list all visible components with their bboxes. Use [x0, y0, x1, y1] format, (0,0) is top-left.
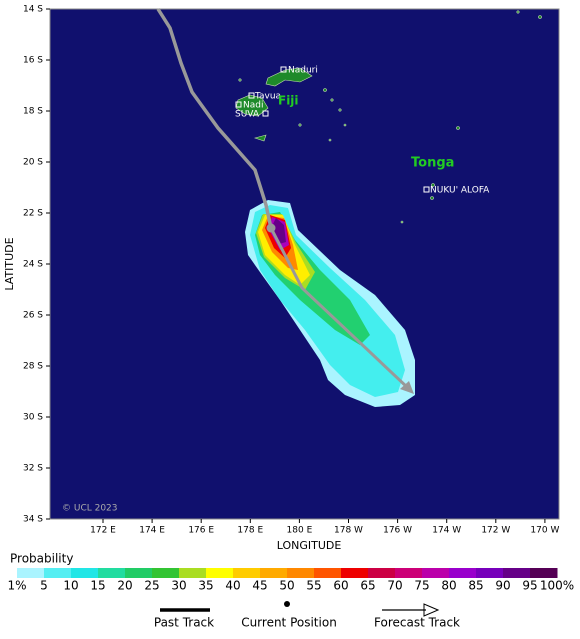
legend-label: 5: [40, 579, 48, 593]
legend-key: Forecast Track: [374, 616, 460, 630]
forecast-arrow-key: [423, 603, 440, 617]
legend-label: 80: [441, 579, 456, 593]
legend-swatch: [341, 568, 369, 578]
legend-swatch: [98, 568, 126, 578]
islands: [235, 10, 542, 224]
country-label: Fiji: [278, 94, 299, 108]
legend-key: Current Position: [241, 616, 337, 630]
y-tick-label: 24 S: [23, 260, 43, 270]
x-tick-label: 174 E: [139, 526, 165, 536]
legend-swatch: [260, 568, 288, 578]
y-tick-label: 30 S: [23, 413, 43, 423]
legend-swatch: [476, 568, 504, 578]
x-title: LONGITUDE: [277, 539, 342, 552]
legend-label: 1%: [7, 579, 26, 593]
legend-title: Probability: [10, 552, 73, 566]
legend-swatch: [368, 568, 396, 578]
x-tick-label: 180 E: [287, 526, 313, 536]
legend-swatch: [287, 568, 315, 578]
legend-swatch: [449, 568, 477, 578]
y-tick-label: 22 S: [23, 209, 43, 219]
legend-label: 95: [522, 579, 537, 593]
y-tick-label: 28 S: [23, 362, 43, 372]
legend-label: 25: [144, 579, 159, 593]
legend-swatch: [206, 568, 234, 578]
y-title: LATITUDE: [3, 237, 16, 290]
forecast-track: [269, 227, 410, 390]
legend-label: 35: [198, 579, 213, 593]
x-tick-label: 176 E: [188, 526, 214, 536]
place-label: Tavua: [254, 92, 281, 102]
place-label: Nadi: [243, 101, 263, 111]
y-tick-label: 32 S: [23, 464, 43, 474]
past-track: [156, 8, 273, 229]
legend-swatch: [530, 568, 558, 578]
legend-label: 30: [171, 579, 186, 593]
legend-swatch: [125, 568, 153, 578]
legend-label: 15: [90, 579, 105, 593]
y-tick-label: 20 S: [23, 158, 43, 168]
y-tick-label: 16 S: [23, 56, 43, 66]
legend-swatch: [395, 568, 423, 578]
place-label: Naduri: [288, 66, 318, 76]
copyright: © UCL 2023: [62, 504, 118, 514]
legend-label: 20: [117, 579, 132, 593]
current-position-key: [284, 601, 290, 607]
place-label: SUVA: [235, 110, 260, 120]
legend-swatch: [233, 568, 261, 578]
legend-swatch: [314, 568, 342, 578]
x-tick-label: 172 E: [90, 526, 116, 536]
x-tick-label: 172 W: [481, 526, 510, 536]
legend-swatch: [71, 568, 99, 578]
legend-label: 10: [63, 579, 78, 593]
legend-swatch: [179, 568, 207, 578]
country-label: Tonga: [411, 156, 454, 171]
forecast-arrow: [400, 381, 414, 394]
legend-swatch: [503, 568, 531, 578]
place-markers: [235, 66, 430, 193]
legend-swatch: [422, 568, 450, 578]
legend-swatch: [44, 568, 72, 578]
y-tick-label: 26 S: [23, 311, 43, 321]
place-label: NUKU' ALOFA: [430, 186, 490, 196]
x-tick-label: 178 W: [334, 526, 363, 536]
legend-label: 75: [414, 579, 429, 593]
legend-swatch: [17, 568, 45, 578]
y-tick-label: 34 S: [23, 515, 43, 525]
x-tick-label: 170 W: [530, 526, 559, 536]
legend-label: 45: [252, 579, 267, 593]
y-tick-label: 14 S: [23, 5, 43, 15]
legend-label: 85: [468, 579, 483, 593]
legend-label: 65: [360, 579, 375, 593]
legend-key: Past Track: [154, 616, 214, 630]
legend-label: 90: [495, 579, 510, 593]
legend-label: 50: [279, 579, 294, 593]
x-tick-label: 174 W: [432, 526, 461, 536]
legend-label: 40: [225, 579, 240, 593]
y-tick-label: 18 S: [23, 107, 43, 117]
x-tick-label: 178 E: [237, 526, 263, 536]
legend-label: 70: [387, 579, 402, 593]
legend-swatch: [152, 568, 180, 578]
x-tick-label: 176 W: [383, 526, 412, 536]
legend-label: 55: [306, 579, 321, 593]
current-position: [266, 223, 276, 233]
legend-label: 60: [333, 579, 348, 593]
legend-label: 100%: [540, 579, 574, 593]
